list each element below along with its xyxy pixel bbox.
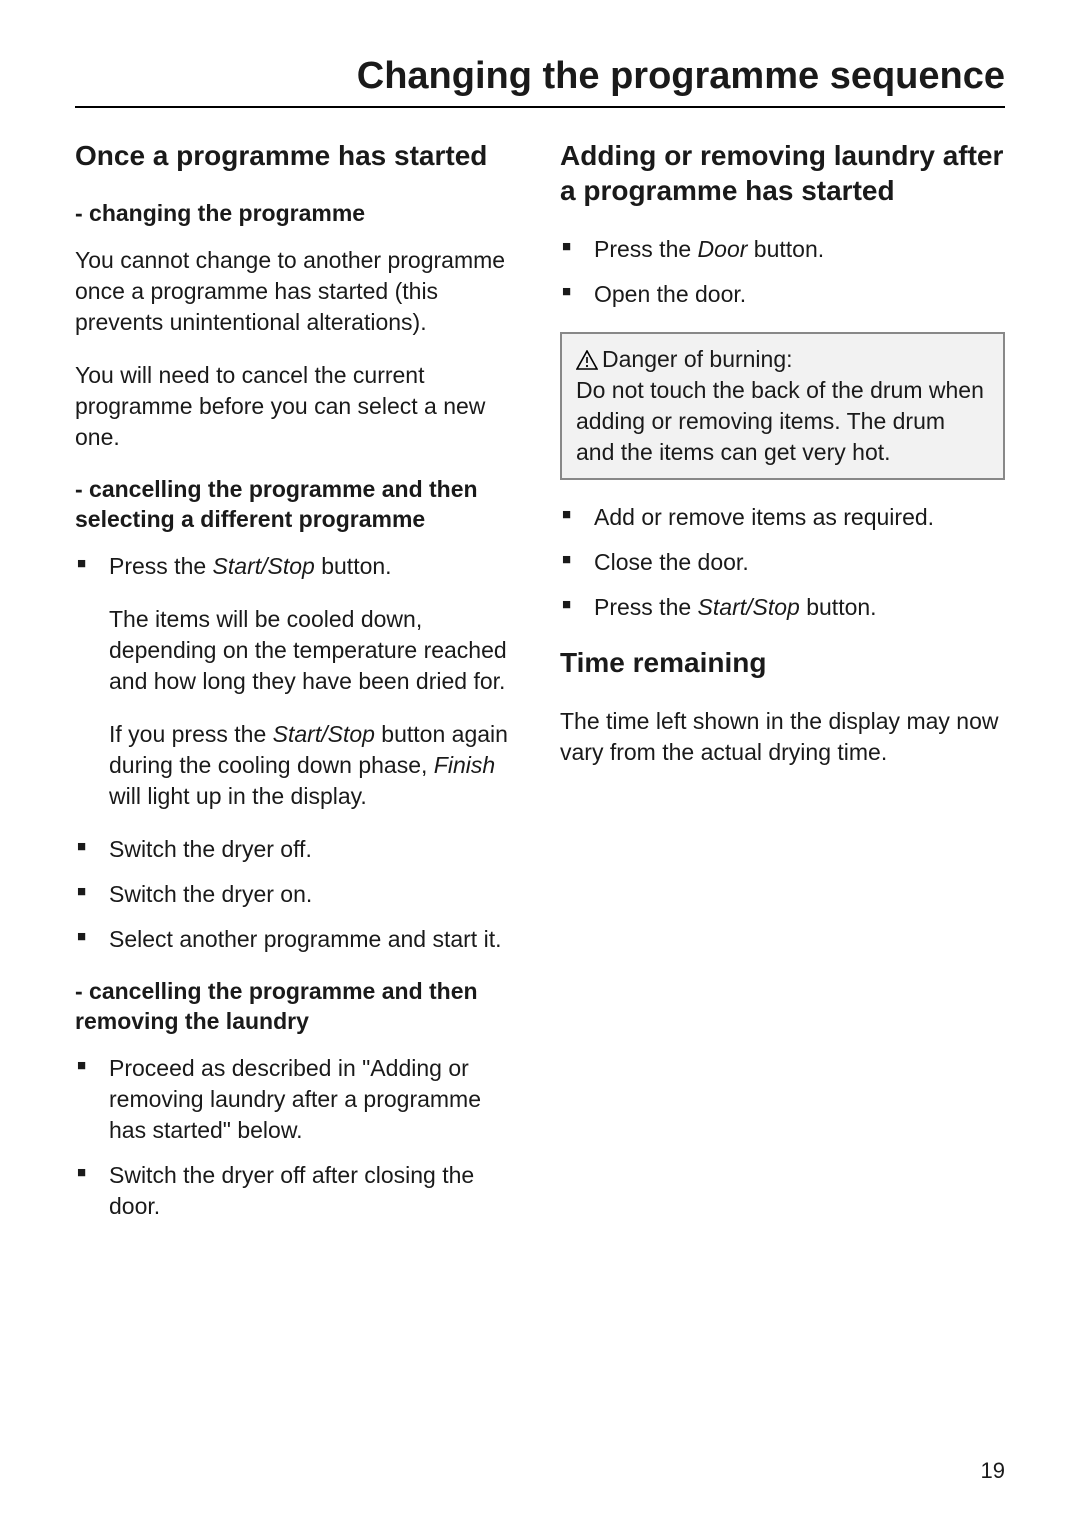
right-heading: Adding or removing laundry after a progr… xyxy=(560,138,1005,208)
text-pre: Press the xyxy=(594,236,698,262)
indent-cooled-down: The items will be cooled down, depending… xyxy=(75,604,520,697)
bullet-press-door: Press the Door button. xyxy=(560,234,1005,265)
para-cannot-change: You cannot change to another programme o… xyxy=(75,245,520,338)
text-pre: Press the xyxy=(594,594,698,620)
sub-cancel-remove: - cancelling the programme and then remo… xyxy=(75,977,520,1037)
bullet-list-1: Press the Start/Stop button. xyxy=(75,551,520,582)
page-number: 19 xyxy=(981,1458,1005,1484)
bullet-press-startstop-r: Press the Start/Stop button. xyxy=(560,592,1005,623)
page-title: Changing the programme sequence xyxy=(75,55,1005,108)
t-a: If you press the xyxy=(109,721,273,747)
bullet-list-r2: Add or remove items as required. Close t… xyxy=(560,502,1005,623)
text-pre: Press the xyxy=(109,553,213,579)
t-d-finish: Finish xyxy=(434,752,495,778)
warning-body: Do not touch the back of the drum when a… xyxy=(576,377,984,465)
bullet-open-door: Open the door. xyxy=(560,279,1005,310)
warning-box: Danger of burning: Do not touch the back… xyxy=(560,332,1005,480)
right-column: Adding or removing laundry after a progr… xyxy=(560,138,1005,1244)
t-b-startstop: Start/Stop xyxy=(273,721,375,747)
bullet-proceed-described: Proceed as described in "Adding or remov… xyxy=(75,1053,520,1146)
sub-cancel-select: - cancelling the programme and then sele… xyxy=(75,475,520,535)
text-italic-door: Door xyxy=(698,236,748,262)
bullet-press-startstop: Press the Start/Stop button. xyxy=(75,551,520,582)
bullet-list-r1: Press the Door button. Open the door. xyxy=(560,234,1005,310)
bullet-list-2: Switch the dryer off. Switch the dryer o… xyxy=(75,834,520,955)
sub-changing-programme: - changing the programme xyxy=(75,199,520,229)
para-need-cancel: You will need to cancel the current prog… xyxy=(75,360,520,453)
bullet-add-remove: Add or remove items as required. xyxy=(560,502,1005,533)
text-post: button. xyxy=(315,553,392,579)
bullet-switch-on: Switch the dryer on. xyxy=(75,879,520,910)
bullet-select-another: Select another programme and start it. xyxy=(75,924,520,955)
bullet-switch-off-closing: Switch the dryer off after closing the d… xyxy=(75,1160,520,1222)
warning-title: Danger of burning: xyxy=(602,346,793,372)
para-time-remaining: The time left shown in the display may n… xyxy=(560,706,1005,768)
text-post: button. xyxy=(800,594,877,620)
warning-icon xyxy=(576,350,598,370)
bullet-close-door: Close the door. xyxy=(560,547,1005,578)
bullet-list-3: Proceed as described in "Adding or remov… xyxy=(75,1053,520,1222)
text-italic-startstop-r: Start/Stop xyxy=(698,594,800,620)
text-italic-startstop: Start/Stop xyxy=(213,553,315,579)
bullet-switch-off: Switch the dryer off. xyxy=(75,834,520,865)
indent-press-again: If you press the Start/Stop button again… xyxy=(75,719,520,812)
left-column: Once a programme has started - changing … xyxy=(75,138,520,1244)
left-heading: Once a programme has started xyxy=(75,138,520,173)
heading-time-remaining: Time remaining xyxy=(560,645,1005,680)
content-columns: Once a programme has started - changing … xyxy=(75,138,1005,1244)
t-e: will light up in the display. xyxy=(109,783,367,809)
text-post: button. xyxy=(747,236,824,262)
